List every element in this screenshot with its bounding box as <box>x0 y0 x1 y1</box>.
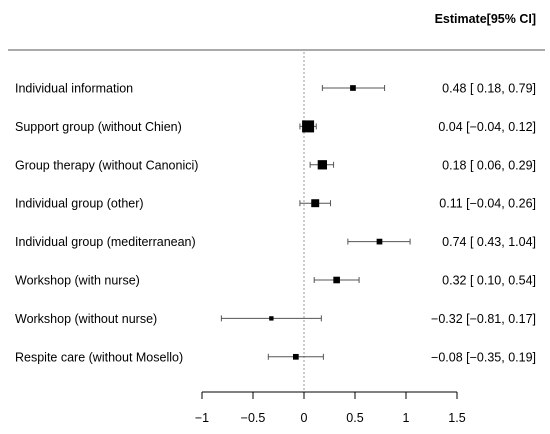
point-estimate-box <box>376 238 383 245</box>
x-tick-label: 0 <box>301 411 308 425</box>
study-row: Workshop (with nurse) 0.32 [ 0.10, 0.54] <box>15 274 536 288</box>
estimate-ci-text: 0.32 [ 0.10, 0.54] <box>442 274 536 288</box>
estimate-ci-text: 0.18 [ 0.06, 0.29] <box>442 158 536 172</box>
estimate-ci-text: 0.11 [−0.04, 0.26] <box>439 197 536 211</box>
estimate-ci-text: −0.32 [−0.81, 0.17] <box>431 312 536 326</box>
estimate-ci-text: 0.04 [−0.04, 0.12] <box>438 120 536 134</box>
study-label: Workshop (with nurse) <box>15 274 140 288</box>
study-row: Workshop (without nurse) −0.32 [−0.81, 0.… <box>15 312 536 326</box>
x-tick-label: 0.5 <box>346 411 363 425</box>
study-label: Workshop (without nurse) <box>15 312 157 326</box>
estimate-ci-text: −0.08 [−0.35, 0.19] <box>431 350 536 364</box>
x-tick-label: 1 <box>403 411 410 425</box>
study-row: Individual group (mediterranean) 0.74 [ 0… <box>15 235 536 249</box>
x-axis: −1 −0.5 0 0.5 1 1.5 <box>195 391 466 425</box>
study-label: Individual group (mediterranean) <box>15 235 196 249</box>
study-label: Support group (without Chien) <box>15 120 182 134</box>
point-estimate-box <box>292 353 299 360</box>
point-estimate-box <box>302 120 315 133</box>
estimate-ci-text: 0.48 [ 0.18, 0.79] <box>442 82 536 96</box>
study-row: Individual group (other) 0.11 [−0.04, 0.2… <box>15 197 536 211</box>
point-estimate-box <box>311 199 320 208</box>
point-estimate-box <box>269 316 274 321</box>
point-estimate-box <box>350 85 356 91</box>
study-rows: Individual information 0.48 [ 0.18, 0.79]… <box>15 82 536 365</box>
x-tick-label: −0.5 <box>241 411 266 425</box>
study-label: Individual group (other) <box>15 197 144 211</box>
x-tick-label: 1.5 <box>448 411 465 425</box>
study-row: Group therapy (without Canonici) 0.18 [ 0… <box>15 158 536 172</box>
estimate-header: Estimate[95% CI] <box>435 12 536 26</box>
point-estimate-box <box>317 160 328 170</box>
study-row: Respite care (without Mosello) −0.08 [−0.… <box>15 350 536 364</box>
study-row: Individual information 0.48 [ 0.18, 0.79] <box>15 82 536 96</box>
study-label: Respite care (without Mosello) <box>15 350 183 364</box>
x-tick-label: −1 <box>195 411 209 425</box>
estimate-ci-text: 0.74 [ 0.43, 1.04] <box>442 235 536 249</box>
study-row: Support group (without Chien) 0.04 [−0.04… <box>15 120 536 134</box>
point-estimate-box <box>333 276 340 284</box>
study-label: Group therapy (without Canonici) <box>15 158 198 172</box>
study-label: Individual information <box>15 82 133 96</box>
